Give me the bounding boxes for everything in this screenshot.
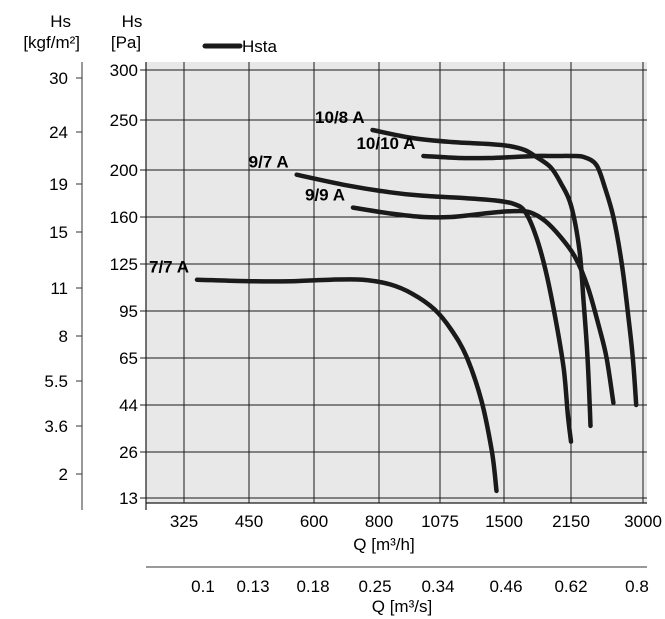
curve-label-10-8-a: 10/8 A (315, 108, 364, 127)
y-primary-tick-label: 44 (119, 396, 138, 415)
curve-label-9-7-a: 9/7 A (249, 153, 289, 172)
x-secondary-tick-label: 0.18 (296, 577, 329, 596)
x-secondary-tick-label: 0.8 (625, 577, 649, 596)
curve-label-7-7-a: 7/7 A (149, 258, 189, 277)
y-primary-title-1: Hs (122, 12, 143, 31)
x-secondary-tick-label: 0.46 (489, 577, 522, 596)
x-secondary-tick-label: 0.34 (421, 577, 454, 596)
y-primary-tick-label: 26 (119, 443, 138, 462)
curve-9-7-a (294, 172, 574, 444)
x-primary-tick-label: 800 (365, 512, 393, 531)
y-primary-title-2: [Pa] (111, 33, 141, 52)
labels: 13 26 44 65 95 125 160 200 250 300 325 450 600 800 107… (44, 61, 662, 596)
y-secondary-tick-label: 5.5 (44, 372, 68, 391)
x-secondary-tick-label: 0.25 (358, 577, 391, 596)
y-secondary-tick-label: 15 (49, 223, 68, 242)
x-primary-tick-label: 2150 (552, 512, 590, 531)
y-primary-tick-label: 200 (110, 161, 138, 180)
curve-10-8-a (370, 127, 593, 429)
curve-10-10-a (421, 153, 639, 408)
y-secondary-tick-label: 3.6 (44, 417, 68, 436)
x-primary-axis-label: Q [m³/h] (353, 535, 414, 554)
curve-label-9-9-a: 9/9 A (305, 186, 345, 205)
x-primary-tick-label: 1075 (421, 512, 459, 531)
y-secondary-tick-label: 2 (59, 465, 68, 484)
curves (194, 127, 639, 494)
y-primary-tick-label: 125 (110, 255, 138, 274)
y-primary-tick-label: 250 (110, 111, 138, 130)
y-secondary-tick-label: 24 (49, 123, 68, 142)
x-primary-tick-label: 3000 (624, 512, 662, 531)
curve-9-9-a (350, 205, 616, 406)
y-secondary-tick-label: 19 (49, 175, 68, 194)
y-primary-tick-label: 160 (110, 208, 138, 227)
legend-label: Hsta (242, 37, 278, 56)
x-primary-tick-label: 325 (170, 512, 198, 531)
x-secondary-tick-label: 0.1 (191, 577, 215, 596)
y-secondary-tick-label: 30 (49, 69, 68, 88)
x-primary-tick-label: 600 (300, 512, 328, 531)
curve-7-7-a (194, 277, 499, 494)
x-primary-tick-label: 1500 (485, 512, 523, 531)
x-secondary-tick-label: 0.62 (554, 577, 587, 596)
y-primary-tick-label: 13 (119, 489, 138, 508)
x-primary-tick-label: 450 (235, 512, 263, 531)
x-secondary-axis-label: Q [m³/s] (372, 597, 432, 616)
y-primary-tick-label: 95 (119, 302, 138, 321)
y-primary-tick-label: 300 (110, 61, 138, 80)
y-secondary-title-2: [kgf/m²] (23, 33, 80, 52)
y-secondary-tick-label: 8 (59, 327, 68, 346)
x-secondary-tick-label: 0.13 (236, 577, 269, 596)
y-secondary-title-1: Hs (50, 12, 71, 31)
curve-label-10-10-a: 10/10 A (356, 134, 415, 153)
y-secondary-tick-label: 11 (50, 279, 68, 298)
y-primary-tick-label: 65 (119, 349, 138, 368)
